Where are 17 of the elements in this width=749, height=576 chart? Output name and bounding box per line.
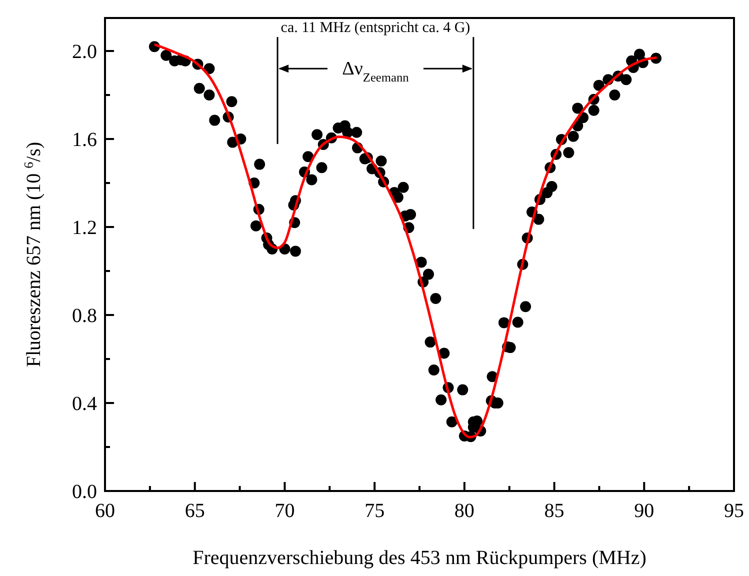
x-tick-label: 60 xyxy=(95,500,115,522)
annotation: ca. 11 MHz (entspricht ca. 4 G) xyxy=(280,20,470,36)
x-tick-label: 90 xyxy=(634,500,654,522)
y-tick-label: 0.0 xyxy=(72,481,97,503)
x-tick-label: 80 xyxy=(454,500,474,522)
x-tick-label: 95 xyxy=(724,500,744,522)
x-tick-label: 65 xyxy=(184,500,205,522)
y-tick-label: 0.4 xyxy=(72,393,97,415)
y-tick-label: 1.2 xyxy=(72,217,97,239)
x-tick-label: 70 xyxy=(274,500,295,522)
y-tick-label: 1.6 xyxy=(72,129,97,151)
x-axis-title: Frequenzverschiebung des 453 nm Rückpumpers (MHz) xyxy=(192,547,646,569)
annotation: Δν$_{Zeemann}$ xyxy=(342,58,409,85)
x-tick-label: 75 xyxy=(364,500,385,522)
x-tick-label: 85 xyxy=(544,500,564,522)
y-tick-label: 2.0 xyxy=(72,41,97,63)
y-tick-label: 0.8 xyxy=(72,305,97,327)
